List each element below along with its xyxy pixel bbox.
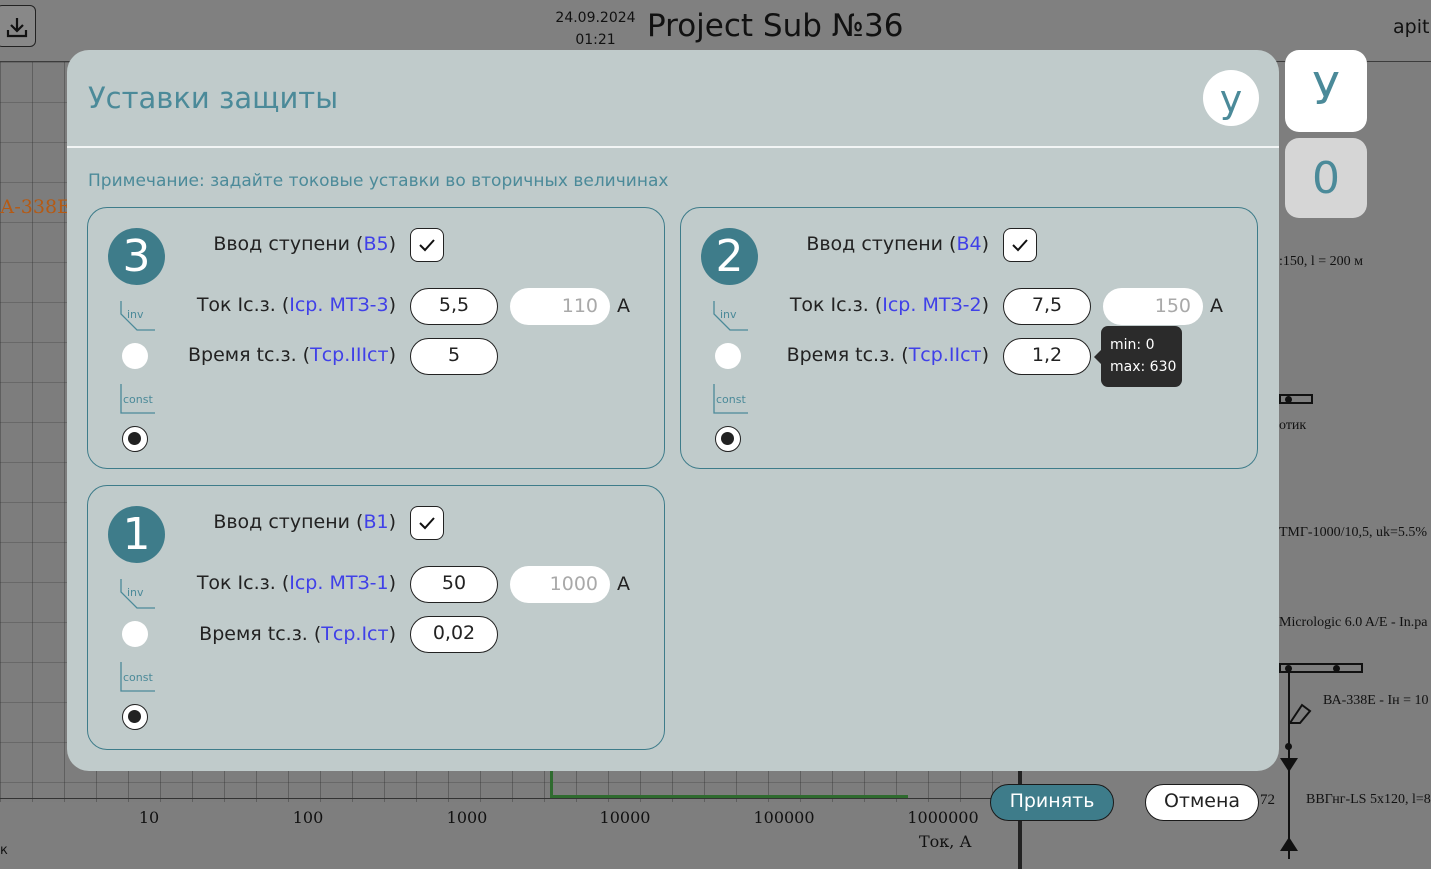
mode-radio-inv[interactable] — [122, 621, 148, 647]
current-label: Ток Iс.з. (Iср. МТЗ-1) — [196, 572, 396, 594]
time-text: 01:21 — [575, 32, 616, 48]
user-name[interactable]: apit — [1393, 16, 1430, 38]
enable-label: Ввод ступени (В1) — [213, 511, 396, 533]
x-tick-label: 100 — [292, 808, 324, 827]
current-label: Ток Iс.з. (Iср. МТЗ-3) — [196, 294, 396, 316]
x-tick-label: 1000000 — [907, 808, 979, 827]
schema-node — [1285, 396, 1292, 403]
checkmark-icon — [1012, 239, 1028, 252]
x-tick-label: 10000 — [599, 808, 651, 827]
plot-curve-label: А-338Е — [0, 196, 71, 218]
download-icon — [6, 18, 28, 38]
stage-number-badge: 3 — [108, 228, 165, 285]
dialog-divider — [67, 146, 1279, 148]
time-setting-input[interactable]: 1,2 — [1003, 338, 1091, 375]
x-tick-label: 1000 — [446, 808, 488, 827]
arrow-down-icon — [1280, 758, 1298, 772]
schema-label: ВА-338Е - Iн = 10 — [1323, 693, 1429, 708]
accept-button[interactable]: Принять — [990, 784, 1114, 821]
x-axis-label: Ток, А — [919, 832, 972, 851]
stage-card-1: 1 inv const Ввод ступени (В1) Ток Iс.з. … — [87, 485, 665, 750]
stage-number-badge: 1 — [108, 506, 165, 563]
inverse-curve-icon: inv — [119, 578, 159, 614]
primary-current-field: 150 — [1103, 288, 1203, 325]
tooltip-max: max: 630 — [1110, 359, 1177, 375]
dialog-close-button[interactable]: у — [1203, 70, 1259, 126]
time-label: Время tс.з. (Tср.IIIст) — [187, 344, 396, 366]
schema-label: Micrologic 6.0 A/E - In.pa — [1279, 615, 1428, 630]
enable-checkbox[interactable] — [410, 228, 444, 262]
x-tick-label: 100000 — [753, 808, 815, 827]
cancel-button[interactable]: Отмена — [1145, 784, 1259, 821]
const-curve-icon: const — [119, 383, 159, 419]
schema-number: 72 — [1260, 792, 1275, 808]
date-text: 24.09.2024 — [555, 10, 636, 26]
plot-x-axis — [0, 798, 1000, 799]
stage-card-2: 2 inv const Ввод ступени (В4) Ток Iс.з. … — [680, 207, 1258, 469]
breaker-icon — [1288, 703, 1312, 724]
current-label: Ток Iс.з. (Iср. МТЗ-2) — [789, 294, 989, 316]
enable-checkbox[interactable] — [410, 506, 444, 540]
checkmark-icon — [419, 517, 435, 530]
plot-curve-segment — [553, 795, 908, 798]
mode-radio-inv[interactable] — [715, 343, 741, 369]
bottom-left-text: к — [0, 843, 8, 858]
side-button-zero[interactable]: 0 — [1285, 138, 1367, 218]
mode-radio-const[interactable] — [715, 426, 741, 452]
datetime: 24.09.2024 01:21 — [548, 7, 643, 51]
mode-radio-const[interactable] — [122, 704, 148, 730]
schema-label: :150, l = 200 м — [1279, 254, 1364, 269]
schema-bus — [1279, 663, 1363, 673]
stage-number-badge: 2 — [701, 228, 758, 285]
time-label: Время tс.з. (Tср.Iст) — [199, 623, 396, 645]
project-title: Project Sub №36 — [647, 8, 904, 44]
inverse-curve-icon: inv — [712, 300, 752, 336]
arrow-up-icon — [1280, 837, 1298, 851]
plot-curve-segment — [550, 770, 553, 798]
range-tooltip: min: 0 max: 630 — [1094, 326, 1182, 387]
current-setting-input[interactable]: 5,5 — [410, 288, 498, 325]
schema-element — [1279, 394, 1313, 404]
schema-node — [1333, 665, 1340, 672]
const-curve-icon: const — [119, 661, 159, 697]
x-tick-label: 10 — [138, 808, 160, 827]
current-setting-input[interactable]: 7,5 — [1003, 288, 1091, 325]
time-setting-input[interactable]: 0,02 — [410, 616, 498, 653]
schema-label: ВВГнг-LS 5x120, l=8 — [1306, 792, 1431, 807]
schema-node — [1285, 665, 1292, 672]
enable-label: Ввод ступени (В4) — [806, 233, 989, 255]
schema-node — [1285, 743, 1292, 750]
schema-label: ТМГ-1000/10,5, uk=5.5% — [1279, 525, 1428, 540]
unit-label: А — [1210, 295, 1223, 317]
stage-card-3: 3 inv const Ввод ступени (В5) Ток Iс.з. … — [87, 207, 665, 469]
download-button[interactable] — [0, 5, 36, 47]
inverse-curve-icon: inv — [119, 300, 159, 336]
unit-label: А — [617, 573, 630, 595]
dialog-title: Уставки защиты — [88, 81, 339, 115]
const-curve-icon: const — [712, 383, 752, 419]
protection-settings-dialog: Уставки защиты у Примечание: задайте ток… — [67, 50, 1279, 771]
checkmark-icon — [419, 239, 435, 252]
unit-label: А — [617, 295, 630, 317]
side-button-u[interactable]: У — [1285, 50, 1367, 132]
time-setting-input[interactable]: 5 — [410, 338, 498, 375]
dialog-note: Примечание: задайте токовые уставки во в… — [88, 171, 669, 191]
primary-current-field: 1000 — [510, 566, 610, 603]
mode-radio-const[interactable] — [122, 426, 148, 452]
mode-radio-inv[interactable] — [122, 343, 148, 369]
primary-current-field: 110 — [510, 288, 610, 325]
enable-label: Ввод ступени (В5) — [213, 233, 396, 255]
tooltip-min: min: 0 — [1110, 337, 1155, 353]
current-setting-input[interactable]: 50 — [410, 566, 498, 603]
schema-label: отик — [1279, 418, 1307, 433]
enable-checkbox[interactable] — [1003, 228, 1037, 262]
time-label: Время tс.з. (Tср.IIст) — [786, 344, 989, 366]
